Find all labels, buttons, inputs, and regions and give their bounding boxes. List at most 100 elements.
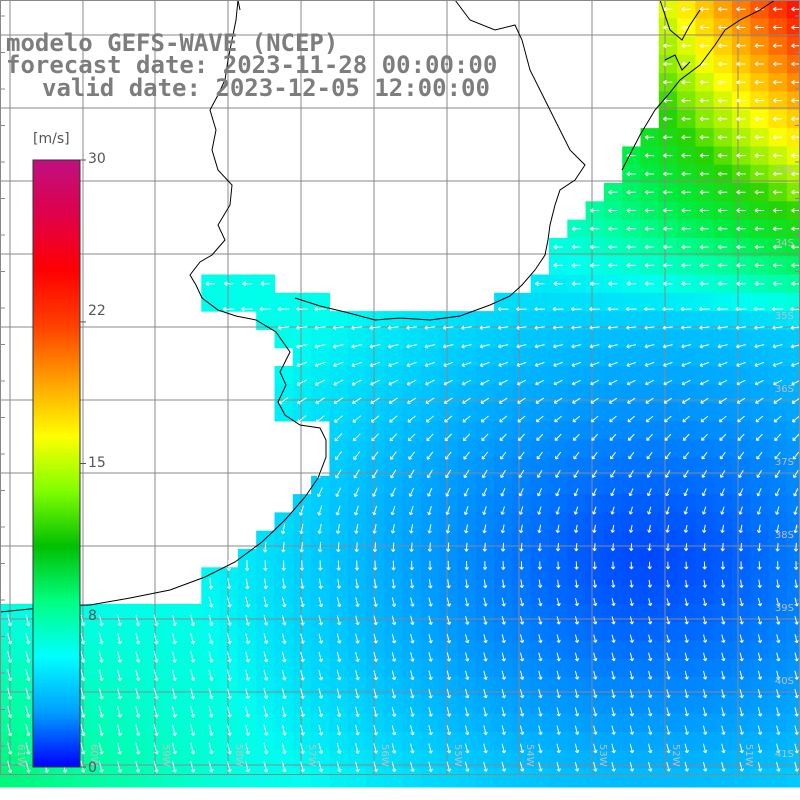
- ocean-cell: [695, 494, 715, 513]
- lat-label-35S: 35S: [775, 311, 794, 322]
- wind-arrow: [683, 543, 689, 552]
- ocean-cell: [695, 732, 715, 751]
- ocean-cell: [201, 695, 221, 715]
- colorbar-tick-0: 0: [88, 760, 97, 776]
- wind-arrow: [592, 524, 597, 533]
- wind-arrow: [426, 451, 434, 460]
- wind-arrow: [226, 724, 232, 736]
- wind-arrow: [390, 505, 396, 516]
- wind-arrow: [611, 616, 616, 625]
- wind-arrow: [355, 724, 360, 736]
- ocean-cell: [695, 530, 715, 550]
- wind-arrow: [793, 506, 798, 515]
- ocean-cell: [164, 640, 184, 660]
- ocean-cell: [585, 494, 605, 513]
- wind-arrow: [757, 579, 762, 589]
- wind-arrow: [372, 505, 378, 516]
- ocean-cell: [0, 768, 19, 788]
- ocean-cell: [420, 329, 440, 349]
- ocean-cell: [475, 402, 495, 422]
- ocean-cell: [640, 603, 660, 623]
- ocean-cell: [512, 695, 532, 715]
- ocean-cell: [420, 732, 440, 751]
- ocean-cell: [713, 640, 733, 660]
- wind-arrow: [556, 616, 561, 625]
- wind-arrow: [755, 433, 763, 441]
- wind-arrow: [80, 669, 86, 682]
- wind-arrow: [314, 344, 326, 349]
- ocean-cell: [439, 750, 459, 770]
- wind-arrow: [500, 506, 505, 515]
- ocean-cell: [640, 366, 660, 385]
- wind-arrow: [772, 25, 783, 30]
- wind-arrow: [574, 543, 579, 552]
- ocean-cell: [658, 475, 678, 495]
- wind-arrow: [299, 523, 304, 535]
- wind-arrow: [608, 208, 618, 213]
- wind-arrow: [593, 616, 598, 625]
- ocean-cell: [695, 585, 715, 605]
- wind-arrow: [680, 307, 692, 312]
- wind-arrow: [314, 306, 326, 312]
- wind-arrow: [571, 361, 582, 367]
- wind-arrow: [516, 306, 527, 312]
- ocean-cell: [329, 768, 349, 788]
- ocean-cell: [128, 695, 147, 715]
- ocean-cell: [183, 732, 202, 751]
- wind-arrow: [445, 542, 451, 552]
- wind-arrow: [645, 397, 654, 404]
- ocean-cell: [457, 512, 477, 532]
- wind-arrow: [627, 397, 636, 404]
- ocean-cell: [128, 603, 147, 623]
- wind-arrow: [464, 524, 469, 534]
- wind-arrow: [757, 634, 763, 644]
- wind-arrow: [736, 98, 746, 104]
- wind-arrow: [391, 615, 397, 626]
- wind-arrow: [538, 688, 543, 699]
- ocean-cell: [713, 494, 733, 513]
- wind-arrow: [699, 189, 709, 195]
- wind-arrow: [793, 487, 799, 497]
- wind-arrow: [428, 597, 433, 607]
- ocean-cell: [750, 695, 770, 715]
- wind-arrow: [629, 579, 634, 588]
- ocean-cell: [256, 530, 276, 550]
- wind-arrow: [593, 725, 598, 735]
- ocean-cell: [274, 622, 294, 642]
- wind-arrow: [721, 707, 726, 717]
- wind-arrow: [629, 598, 634, 607]
- ocean-cell: [237, 750, 257, 770]
- wind-arrow: [572, 397, 581, 404]
- wind-arrow: [426, 469, 433, 479]
- ocean-cell: [713, 603, 733, 623]
- ocean-cell: [768, 603, 788, 623]
- wind-arrow: [663, 134, 673, 140]
- ocean-cell: [494, 402, 513, 422]
- ocean-cell: [713, 713, 733, 733]
- ocean-cell: [585, 475, 605, 495]
- ocean-cell: [237, 549, 257, 568]
- ocean-cell: [677, 311, 696, 330]
- wind-arrow: [483, 761, 488, 772]
- ocean-cell: [420, 585, 440, 605]
- wind-arrow: [537, 542, 542, 552]
- wind-arrow: [409, 542, 414, 552]
- wind-arrow: [681, 171, 691, 177]
- ocean-cell: [677, 658, 696, 678]
- wind-arrow: [446, 633, 452, 644]
- ocean-cell: [274, 768, 294, 788]
- ocean-cell: [201, 603, 221, 623]
- wind-arrow: [662, 344, 673, 349]
- ocean-cell: [695, 658, 715, 678]
- wind-arrow: [536, 451, 543, 460]
- wind-arrow: [553, 262, 563, 268]
- ocean-cell: [567, 475, 587, 495]
- wind-arrow: [717, 361, 728, 367]
- ocean-cell: [786, 439, 800, 459]
- ocean-cell: [677, 457, 696, 477]
- wind-arrow: [80, 742, 86, 755]
- wind-arrow: [666, 616, 671, 625]
- ocean-cell: [475, 384, 495, 404]
- wind-arrow: [281, 615, 287, 626]
- ocean-cell: [494, 366, 513, 385]
